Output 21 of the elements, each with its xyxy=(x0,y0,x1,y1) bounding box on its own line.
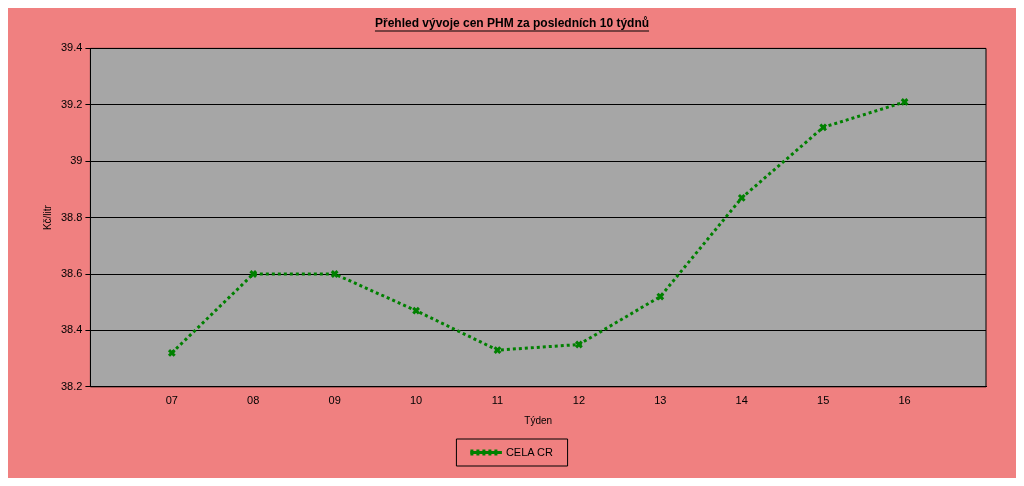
x-tick-label: 15 xyxy=(817,394,830,407)
x-tick-label: 16 xyxy=(898,394,911,407)
x-tick-label: 11 xyxy=(491,394,504,407)
y-tick-label: 39.4 xyxy=(60,41,83,54)
y-tick-label: 38.6 xyxy=(60,267,83,280)
x-tick-label: 14 xyxy=(735,394,748,407)
legend-label: CELA CR xyxy=(505,445,554,458)
y-tick-label: 38.4 xyxy=(60,323,83,336)
y-axis-title: Kč/litr xyxy=(41,204,53,231)
x-tick-label: 07 xyxy=(165,394,178,407)
x-tick-label: 08 xyxy=(247,394,260,407)
y-tick-label: 38.8 xyxy=(60,210,83,223)
x-tick-label: 13 xyxy=(654,394,667,407)
x-axis-title: Týden xyxy=(524,414,553,426)
y-tick-label: 39.2 xyxy=(60,97,83,110)
x-tick-label: 10 xyxy=(409,394,423,407)
y-tick-label: 39 xyxy=(70,154,83,167)
chart-title: Přehled vývoje cen PHM za posledních 10 týdnů xyxy=(374,15,650,30)
x-tick-label: 09 xyxy=(328,394,341,407)
y-tick-label: 38.2 xyxy=(60,379,83,392)
x-tick-label: 12 xyxy=(572,394,586,407)
